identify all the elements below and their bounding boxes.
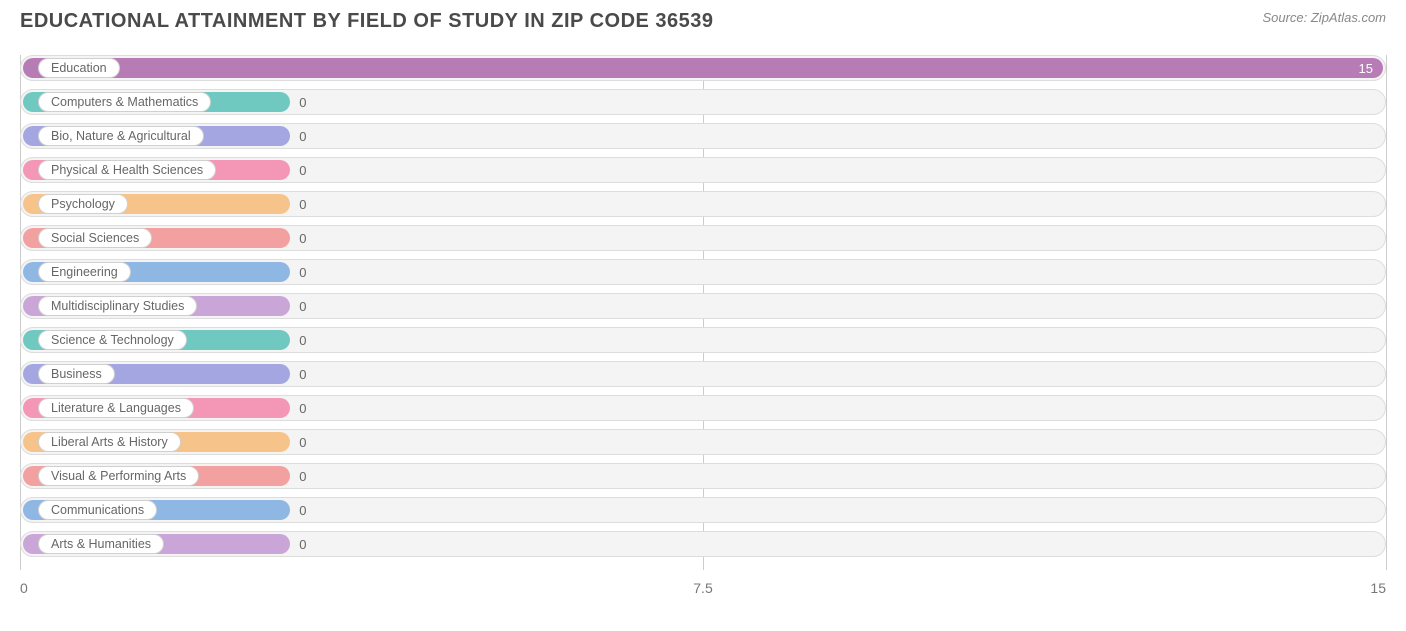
chart-x-axis: 0 7.5 15	[20, 578, 1386, 600]
bar-category-label: Science & Technology	[38, 330, 187, 350]
bar-category-label: Psychology	[38, 194, 128, 214]
bar-value-label: 0	[299, 191, 306, 217]
bar-value-label: 0	[299, 429, 306, 455]
bar-value-label: 0	[299, 293, 306, 319]
gridline	[1386, 55, 1387, 570]
bar-category-label: Education	[38, 58, 120, 78]
bar-category-label: Liberal Arts & History	[38, 432, 181, 452]
bar-value-label: 0	[299, 225, 306, 251]
bar-value-label: 0	[299, 463, 306, 489]
bar-value-label: 0	[299, 531, 306, 557]
bar-row: Arts & Humanities 0	[20, 531, 1386, 557]
bar-value-label: 0	[299, 123, 306, 149]
bar-row: Computers & Mathematics 0	[20, 89, 1386, 115]
bar-row: Visual & Performing Arts 0	[20, 463, 1386, 489]
bar-row: Communications 0	[20, 497, 1386, 523]
bar-category-label: Literature & Languages	[38, 398, 194, 418]
chart-rows: 15EducationComputers & Mathematics0Bio, …	[20, 55, 1386, 557]
bar-category-label: Communications	[38, 500, 157, 520]
bar-category-label: Physical & Health Sciences	[38, 160, 216, 180]
bar-value-label: 0	[299, 89, 306, 115]
bar-category-label: Engineering	[38, 262, 131, 282]
bar-value-label: 0	[299, 327, 306, 353]
bar-value-label: 0	[299, 497, 306, 523]
bar-value-label: 0	[299, 361, 306, 387]
bar-row: Liberal Arts & History 0	[20, 429, 1386, 455]
bar-value-label: 0	[299, 395, 306, 421]
bar-row: Multidisciplinary Studies 0	[20, 293, 1386, 319]
bar-category-label: Computers & Mathematics	[38, 92, 211, 112]
chart-header: EDUCATIONAL ATTAINMENT BY FIELD OF STUDY…	[0, 0, 1406, 37]
chart-source: Source: ZipAtlas.com	[1262, 10, 1386, 25]
bar-row: Business 0	[20, 361, 1386, 387]
bar-row: Psychology 0	[20, 191, 1386, 217]
bar-fill: 15	[23, 58, 1383, 78]
axis-tick-label: 0	[20, 580, 28, 596]
axis-tick-label: 7.5	[693, 580, 712, 596]
axis-tick-label: 15	[1370, 580, 1386, 596]
bar-value-label: 15	[1359, 58, 1373, 78]
bar-row: Social Sciences 0	[20, 225, 1386, 251]
bar-category-label: Social Sciences	[38, 228, 152, 248]
bar-category-label: Visual & Performing Arts	[38, 466, 199, 486]
bar-category-label: Business	[38, 364, 115, 384]
bar-row: Science & Technology 0	[20, 327, 1386, 353]
bar-category-label: Bio, Nature & Agricultural	[38, 126, 204, 146]
bar-category-label: Arts & Humanities	[38, 534, 164, 554]
chart-title: EDUCATIONAL ATTAINMENT BY FIELD OF STUDY…	[20, 10, 714, 33]
bar-row: Bio, Nature & Agricultural 0	[20, 123, 1386, 149]
chart-area: 15EducationComputers & Mathematics0Bio, …	[20, 55, 1386, 600]
bar-row: Engineering 0	[20, 259, 1386, 285]
bar-value-label: 0	[299, 259, 306, 285]
bar-value-label: 0	[299, 157, 306, 183]
bar-row: 15 Education	[20, 55, 1386, 81]
bar-row: Physical & Health Sciences 0	[20, 157, 1386, 183]
bar-category-label: Multidisciplinary Studies	[38, 296, 197, 316]
bar-row: Literature & Languages 0	[20, 395, 1386, 421]
